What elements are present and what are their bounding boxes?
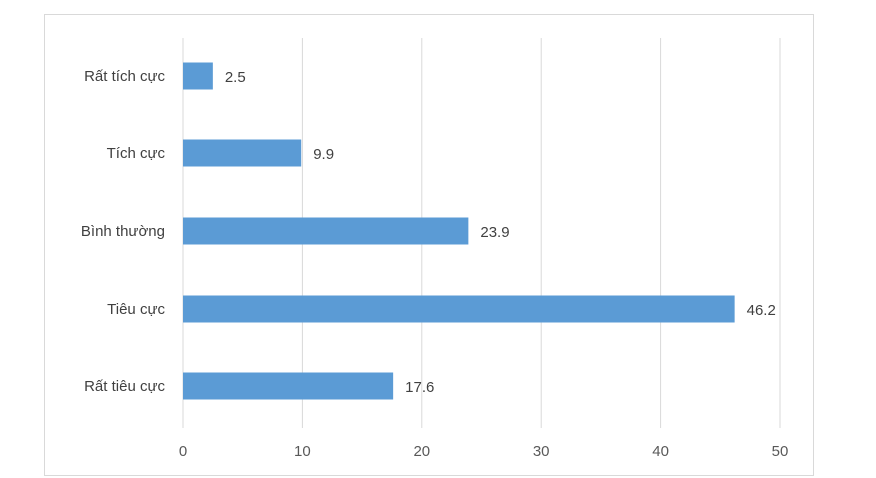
x-tick-label: 10	[294, 443, 311, 460]
data-label: 2.5	[225, 69, 246, 86]
category-label: Rất tiêu cực	[84, 378, 165, 395]
chart-frame	[44, 14, 814, 476]
data-labels: 2.5 9.9 23.9 46.2 17.6	[225, 69, 776, 396]
bar-0	[183, 62, 213, 90]
x-tick-label: 20	[413, 443, 430, 460]
category-label: Tiêu cực	[107, 301, 165, 318]
x-tick-label: 30	[533, 443, 550, 460]
bar-1	[183, 139, 302, 167]
data-label: 46.2	[747, 302, 776, 319]
data-label: 9.9	[313, 146, 334, 163]
data-label: 23.9	[480, 224, 509, 241]
category-label: Tích cực	[107, 145, 166, 162]
bars	[183, 62, 735, 400]
bar-2	[183, 217, 469, 245]
category-labels: Rất tích cực Tích cực Bình thường Tiêu cực R…	[81, 68, 166, 395]
gridlines	[182, 38, 781, 428]
category-label: Rất tích cực	[84, 68, 165, 85]
bar-4	[183, 372, 394, 400]
x-axis-ticks: 0 10 20 30 40 50	[179, 443, 789, 460]
data-label: 17.6	[405, 379, 434, 396]
x-tick-label: 40	[652, 443, 669, 460]
x-tick-label: 50	[772, 443, 789, 460]
x-tick-label: 0	[179, 443, 187, 460]
category-label: Bình thường	[81, 223, 165, 240]
bar-3	[183, 295, 735, 323]
